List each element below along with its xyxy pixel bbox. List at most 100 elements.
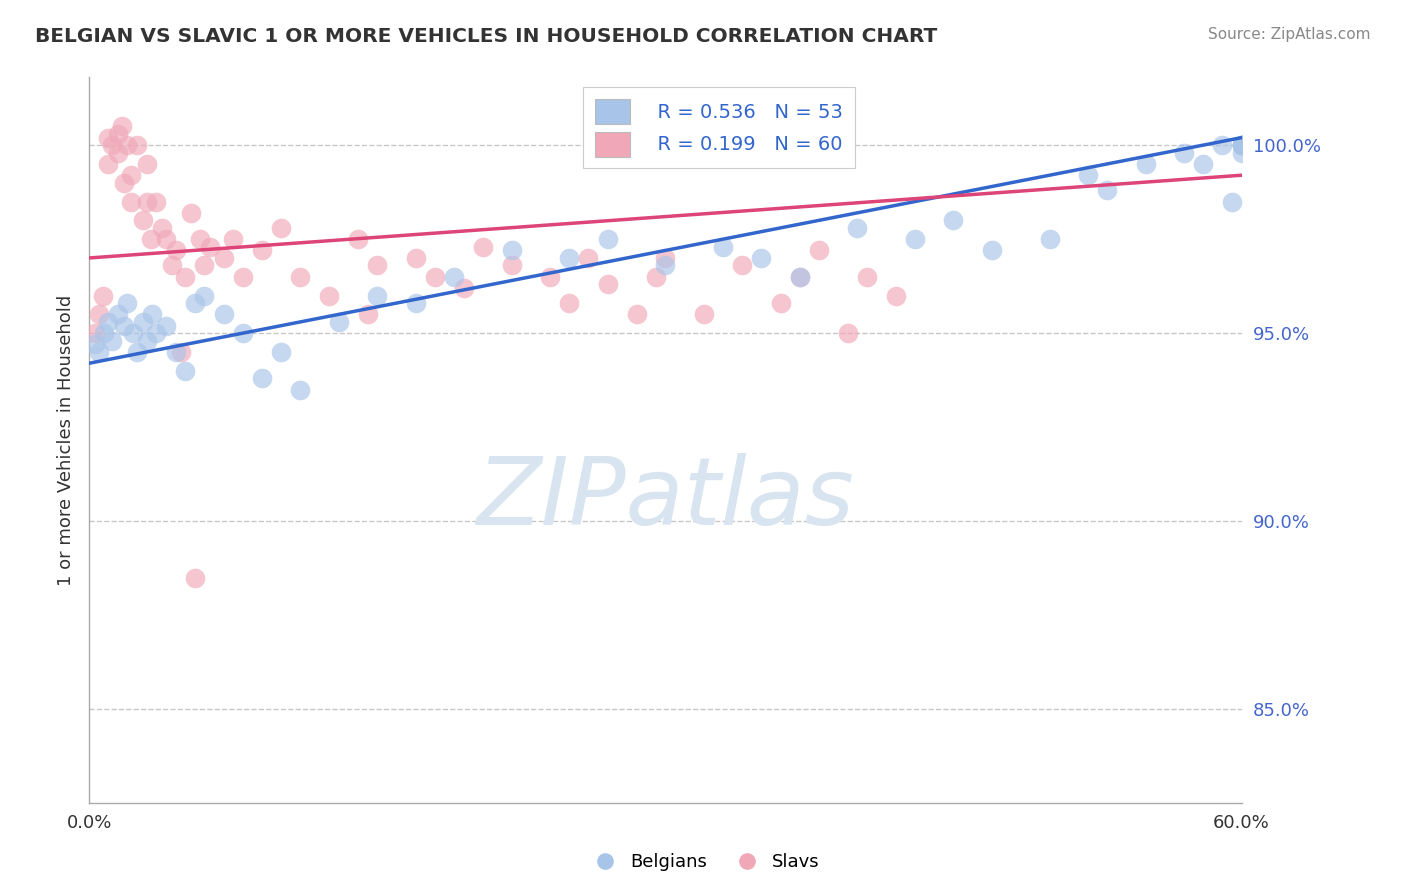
Point — [846, 220, 869, 235]
Point — [132, 315, 155, 329]
Point — [347, 232, 370, 246]
Point — [501, 259, 523, 273]
Point — [443, 269, 465, 284]
Point — [837, 326, 859, 341]
Point — [198, 240, 221, 254]
Point — [165, 244, 187, 258]
Point — [232, 326, 254, 341]
Point — [501, 244, 523, 258]
Point — [93, 326, 115, 341]
Point — [145, 194, 167, 209]
Point — [731, 259, 754, 273]
Point — [789, 269, 811, 284]
Point — [122, 326, 145, 341]
Point — [1230, 138, 1253, 153]
Point — [120, 194, 142, 209]
Point — [423, 269, 446, 284]
Point — [135, 157, 157, 171]
Point — [174, 364, 197, 378]
Point — [578, 251, 600, 265]
Point — [1192, 157, 1215, 171]
Point — [97, 315, 120, 329]
Point — [165, 345, 187, 359]
Point — [538, 269, 561, 284]
Point — [155, 232, 177, 246]
Text: BELGIAN VS SLAVIC 1 OR MORE VEHICLES IN HOUSEHOLD CORRELATION CHART: BELGIAN VS SLAVIC 1 OR MORE VEHICLES IN … — [35, 27, 938, 45]
Point — [558, 251, 581, 265]
Point — [1211, 138, 1233, 153]
Point — [405, 296, 427, 310]
Point — [190, 232, 212, 246]
Point — [250, 244, 273, 258]
Point — [1095, 183, 1118, 197]
Point — [558, 296, 581, 310]
Point — [1230, 138, 1253, 153]
Point — [120, 168, 142, 182]
Point — [270, 220, 292, 235]
Point — [856, 269, 879, 284]
Point — [132, 213, 155, 227]
Point — [318, 288, 340, 302]
Point — [87, 307, 110, 321]
Point — [596, 232, 619, 246]
Point — [111, 120, 134, 134]
Point — [789, 269, 811, 284]
Point — [644, 269, 666, 284]
Point — [654, 251, 676, 265]
Point — [135, 194, 157, 209]
Point — [1230, 138, 1253, 153]
Point — [904, 232, 927, 246]
Point — [1173, 145, 1195, 160]
Point — [290, 383, 312, 397]
Point — [91, 288, 114, 302]
Point — [751, 251, 773, 265]
Text: ZIPatlas: ZIPatlas — [477, 453, 855, 544]
Point — [232, 269, 254, 284]
Point — [884, 288, 907, 302]
Point — [117, 138, 139, 153]
Point — [155, 318, 177, 333]
Point — [250, 371, 273, 385]
Point — [1230, 138, 1253, 153]
Point — [290, 269, 312, 284]
Point — [127, 138, 149, 153]
Point — [471, 240, 494, 254]
Point — [101, 334, 124, 348]
Point — [626, 307, 648, 321]
Point — [356, 307, 378, 321]
Point — [808, 244, 831, 258]
Y-axis label: 1 or more Vehicles in Household: 1 or more Vehicles in Household — [58, 294, 75, 586]
Point — [366, 288, 388, 302]
Point — [1230, 138, 1253, 153]
Point — [127, 345, 149, 359]
Point — [170, 345, 193, 359]
Point — [1077, 168, 1099, 182]
Point — [212, 307, 235, 321]
Point — [1038, 232, 1060, 246]
Point — [405, 251, 427, 265]
Point — [139, 232, 162, 246]
Point — [1230, 145, 1253, 160]
Point — [83, 326, 105, 341]
Point — [117, 296, 139, 310]
Point — [160, 259, 183, 273]
Point — [97, 157, 120, 171]
Point — [453, 281, 475, 295]
Point — [183, 296, 205, 310]
Point — [769, 296, 792, 310]
Point — [107, 127, 129, 141]
Point — [83, 337, 105, 351]
Point — [693, 307, 716, 321]
Point — [141, 307, 163, 321]
Point — [654, 259, 676, 273]
Point — [180, 206, 202, 220]
Point — [942, 213, 965, 227]
Point — [222, 232, 245, 246]
Point — [980, 244, 1002, 258]
Point — [366, 259, 388, 273]
Point — [112, 318, 135, 333]
Text: Source: ZipAtlas.com: Source: ZipAtlas.com — [1208, 27, 1371, 42]
Point — [174, 269, 197, 284]
Point — [107, 307, 129, 321]
Point — [1220, 194, 1243, 209]
